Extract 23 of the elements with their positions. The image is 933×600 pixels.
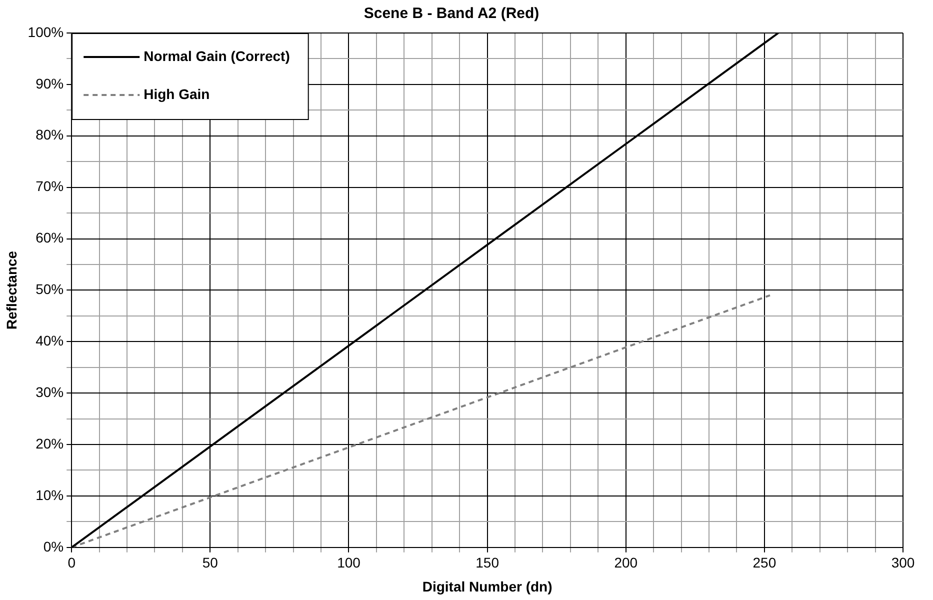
chart-title: Scene B - Band A2 (Red) [364, 5, 540, 22]
y-tick-label: 60% [36, 230, 64, 246]
y-tick-label: 50% [36, 281, 64, 298]
x-tick-label: 150 [476, 554, 500, 571]
legend-label: Normal Gain (Correct) [144, 48, 290, 64]
y-tick-label: 90% [36, 75, 64, 92]
legend-label: High Gain [144, 86, 210, 102]
y-tick-label: 0% [43, 538, 64, 554]
x-tick-label: 100 [337, 554, 361, 571]
x-tick-label: 0 [68, 554, 76, 571]
y-tick-label: 30% [36, 384, 64, 400]
x-tick-label: 250 [752, 554, 776, 571]
x-tick-label: 300 [891, 554, 915, 571]
y-axis-title: Reflectance [3, 250, 20, 330]
y-tick-label: 40% [36, 332, 64, 348]
y-tick-label: 20% [36, 435, 64, 452]
y-tick-label: 80% [36, 126, 64, 143]
y-tick-label: 10% [36, 486, 64, 503]
x-axis-title: Digital Number (dn) [422, 578, 552, 594]
y-tick-label: 70% [36, 178, 64, 194]
x-tick-label: 200 [614, 554, 638, 571]
x-tick-label: 50 [202, 554, 218, 571]
y-tick-label: 100% [28, 24, 64, 40]
